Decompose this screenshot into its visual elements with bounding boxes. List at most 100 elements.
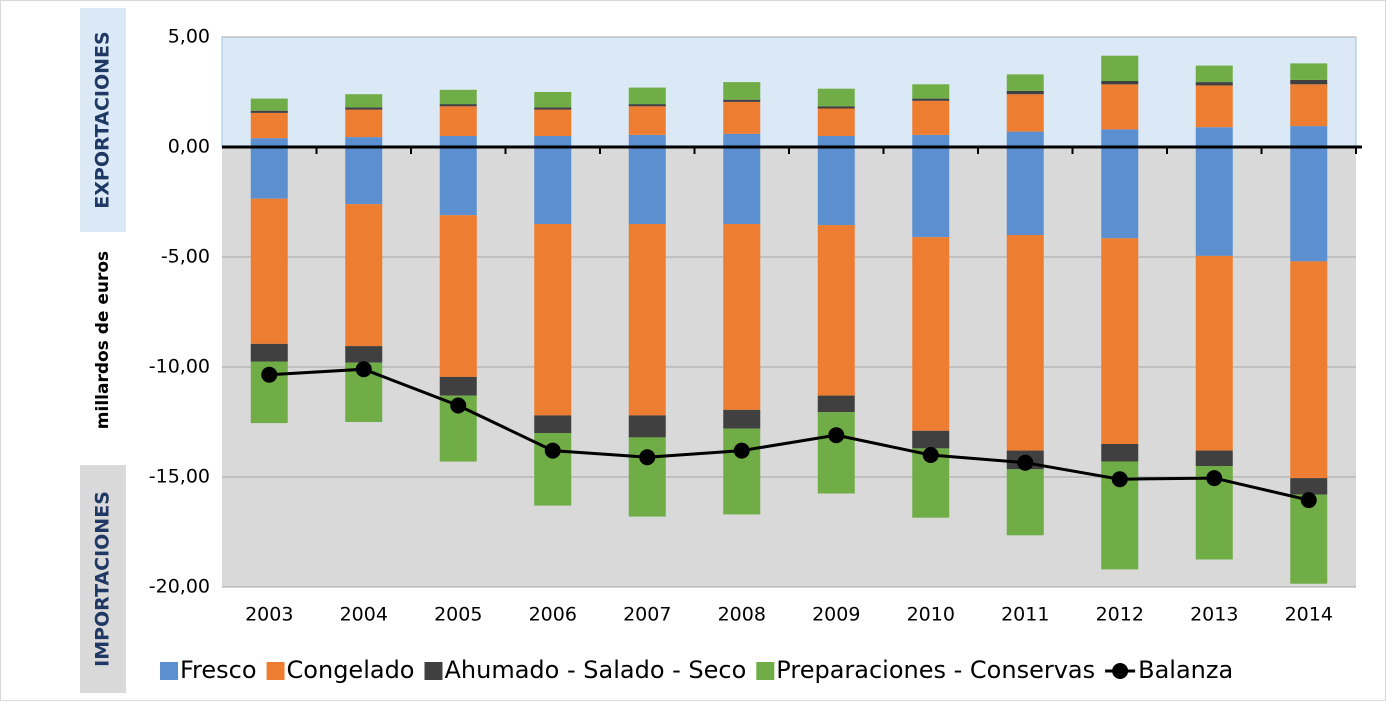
- export-bar: [534, 136, 572, 147]
- import-bar: [439, 376, 477, 396]
- export-bar: [345, 107, 383, 110]
- x-tick-label: 2005: [434, 604, 482, 626]
- legend-swatch: [160, 662, 178, 680]
- export-box: [80, 8, 126, 232]
- y-tick-label: -15,00: [149, 466, 210, 488]
- x-tick-label: 2010: [907, 604, 955, 626]
- export-bar: [723, 99, 761, 102]
- import-bar: [345, 204, 383, 347]
- export-bar: [1290, 126, 1328, 147]
- import-bar: [817, 412, 855, 494]
- legend-dot: [1112, 663, 1129, 679]
- import-bar: [1101, 147, 1139, 239]
- import-bar: [628, 415, 666, 438]
- export-bar: [1290, 84, 1328, 127]
- export-label: EXPORTACIONES: [92, 31, 114, 208]
- export-bar: [1101, 81, 1139, 85]
- import-bar: [817, 395, 855, 413]
- x-tick-label: 2008: [718, 604, 766, 626]
- x-tick-label: 2004: [340, 604, 388, 626]
- import-bar: [1195, 450, 1233, 466]
- export-bar: [912, 134, 950, 147]
- export-bar: [1006, 94, 1044, 132]
- export-bar: [534, 92, 572, 108]
- balance-point: [1206, 470, 1223, 487]
- import-bar: [1290, 147, 1328, 262]
- balance-point: [1111, 471, 1128, 488]
- import-label: IMPORTACIONES: [92, 491, 114, 667]
- x-tick-label: 2013: [1190, 604, 1238, 626]
- legend-swatch: [424, 662, 443, 680]
- import-bar: [723, 409, 761, 429]
- legend-swatch: [756, 662, 775, 680]
- export-bar: [534, 107, 572, 110]
- import-bar: [250, 147, 288, 199]
- export-bar: [439, 89, 477, 105]
- y-tick-label: -20,00: [149, 576, 210, 598]
- export-bar: [723, 101, 761, 134]
- export-bar: [817, 106, 855, 109]
- balance-point: [355, 361, 372, 378]
- y-axis-label: millardos de euros: [93, 251, 113, 429]
- balance-point: [450, 397, 467, 414]
- import-bar: [1290, 478, 1328, 495]
- balance-point: [922, 447, 939, 463]
- export-bar: [817, 88, 855, 107]
- export-bar: [628, 106, 666, 135]
- import-bar: [723, 428, 761, 515]
- import-bar: [628, 147, 666, 224]
- import-bar: [534, 415, 572, 433]
- import-bar: [1195, 255, 1233, 451]
- import-bar: [723, 224, 761, 410]
- export-bar: [628, 87, 666, 105]
- export-bar: [534, 109, 572, 136]
- export-bar: [912, 100, 950, 135]
- export-bar: [1006, 90, 1044, 95]
- import-bar: [817, 147, 855, 226]
- import-bar: [439, 147, 477, 216]
- export-bar: [912, 98, 950, 101]
- legend-label: Congelado: [287, 656, 415, 684]
- export-bar: [250, 110, 288, 113]
- import-bar: [250, 343, 288, 362]
- balance-point: [828, 427, 845, 444]
- x-tick-label: 2011: [1001, 604, 1049, 626]
- export-bar: [345, 109, 383, 138]
- export-bar: [723, 133, 761, 147]
- import-bar: [1195, 147, 1233, 256]
- export-bar: [628, 104, 666, 107]
- export-bar: [345, 137, 383, 147]
- export-bar: [250, 138, 288, 147]
- import-bar: [817, 225, 855, 396]
- x-tick-label: 2009: [812, 604, 860, 626]
- import-bar: [1290, 494, 1328, 584]
- export-bar: [1195, 82, 1233, 86]
- import-bar: [1290, 261, 1328, 479]
- export-bar: [723, 82, 761, 100]
- legend-label: Fresco: [180, 656, 257, 684]
- balance-point: [1300, 492, 1317, 509]
- export-bar: [1101, 55, 1139, 81]
- y-tick-label: 0,00: [168, 136, 210, 158]
- balance-point: [1017, 454, 1034, 471]
- x-tick-label: 2006: [529, 604, 577, 626]
- import-bar: [345, 147, 383, 205]
- x-tick-label: 2014: [1285, 604, 1333, 626]
- export-bar: [817, 136, 855, 147]
- export-bar: [628, 134, 666, 147]
- export-bar: [345, 94, 383, 108]
- export-bar: [1195, 127, 1233, 147]
- balance-line: [269, 367, 1310, 502]
- balance-point: [733, 442, 750, 459]
- legend-label: Balanza: [1138, 656, 1233, 684]
- export-bar: [1006, 131, 1044, 147]
- import-bar: [250, 198, 288, 344]
- import-bar: [628, 224, 666, 416]
- x-tick-label: 2003: [245, 604, 293, 626]
- export-bar: [1290, 63, 1328, 80]
- import-box: [80, 465, 126, 693]
- export-bar: [439, 104, 477, 107]
- y-tick-label: 5,00: [168, 26, 210, 48]
- import-bar: [345, 346, 383, 363]
